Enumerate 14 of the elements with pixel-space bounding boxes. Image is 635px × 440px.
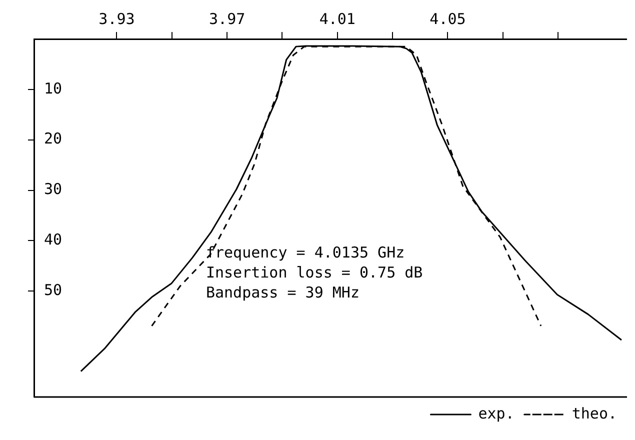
x-tick-label: 3.93 [98,10,135,28]
y-tick-label: 30 [44,180,62,198]
annotation: Insertion loss = 0.75 dB [206,264,423,282]
legend-label: exp. [478,404,514,422]
x-tick-label: 4.01 [319,10,356,28]
y-tick-label: 50 [44,281,62,300]
x-tick-label: 3.97 [209,10,246,28]
y-tick-label: 10 [44,79,62,98]
x-tick-label: 4.05 [430,10,466,28]
y-tick-label: 20 [44,130,62,148]
annotation: Bandpass = 39 MHz [206,284,360,302]
legend-label: theo. [572,404,617,422]
y-tick-label: 40 [44,230,62,249]
annotation: frequency = 4.0135 GHz [206,244,405,262]
